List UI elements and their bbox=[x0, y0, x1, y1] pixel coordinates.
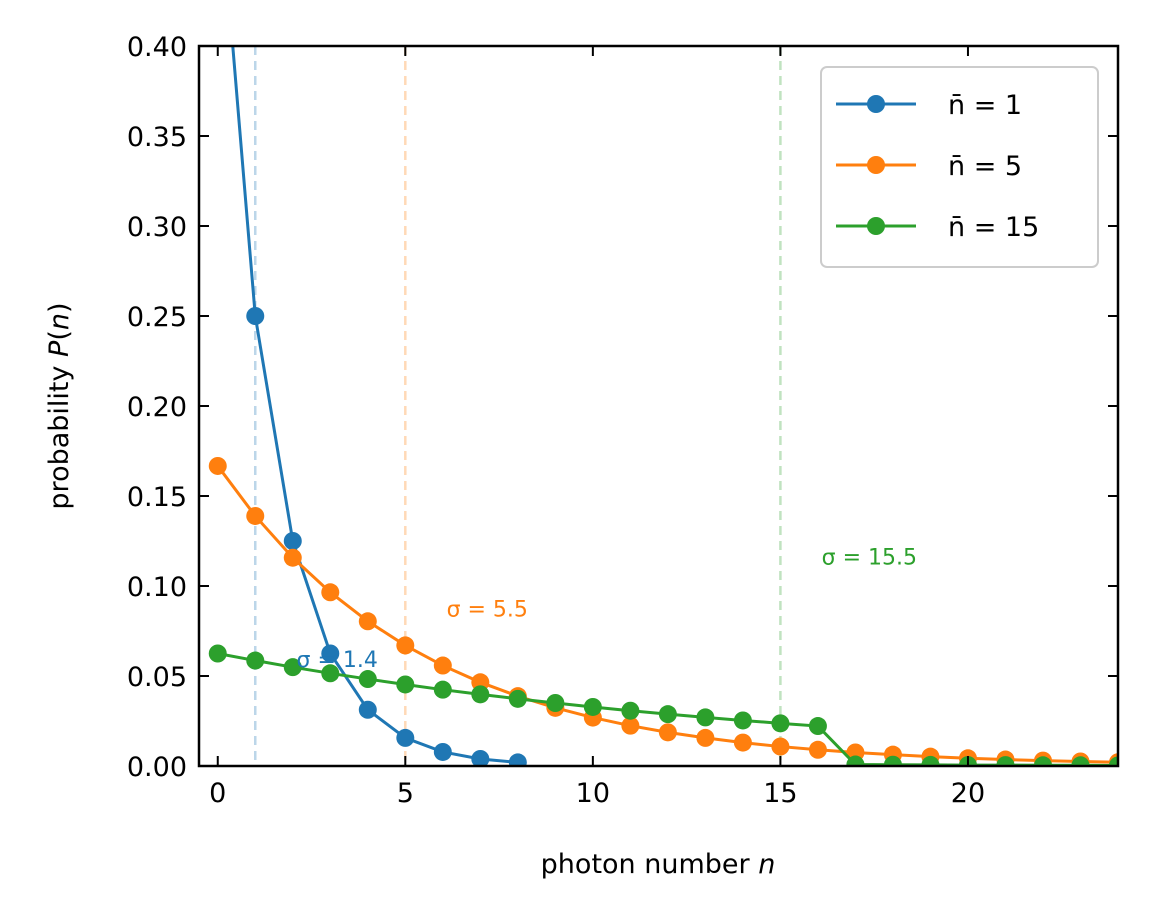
y-axis-label: probability P(n) bbox=[44, 302, 75, 509]
data-point bbox=[358, 670, 377, 689]
data-point bbox=[996, 756, 1015, 766]
y-tick-label: 0.00 bbox=[127, 752, 187, 783]
data-point bbox=[771, 737, 790, 756]
data-point bbox=[1071, 756, 1090, 766]
data-point bbox=[358, 612, 377, 631]
legend-label: n̄ = 1 bbox=[948, 90, 1022, 121]
data-point bbox=[808, 717, 827, 736]
data-point bbox=[696, 708, 715, 727]
data-point bbox=[246, 506, 265, 525]
data-point bbox=[471, 749, 490, 766]
sigma-annotation: σ = 15.5 bbox=[822, 545, 917, 570]
y-tick-label: 0.40 bbox=[127, 32, 187, 63]
legend-label: n̄ = 5 bbox=[948, 151, 1022, 182]
x-tick-label: 0 bbox=[209, 778, 226, 809]
data-point bbox=[396, 636, 415, 655]
x-tick-label: 5 bbox=[397, 778, 414, 809]
data-point bbox=[471, 685, 490, 704]
y-tick-label: 0.20 bbox=[127, 392, 187, 423]
legend-box bbox=[820, 66, 1099, 268]
data-point bbox=[546, 694, 565, 712]
data-point bbox=[883, 755, 902, 766]
data-point bbox=[771, 714, 790, 733]
y-tick-label: 0.35 bbox=[127, 122, 187, 153]
data-point bbox=[846, 755, 865, 766]
data-point bbox=[321, 583, 340, 602]
data-point bbox=[358, 700, 377, 719]
data-point bbox=[246, 651, 265, 670]
sigma-annotation: σ = 1.4 bbox=[297, 648, 378, 673]
data-point bbox=[433, 656, 452, 675]
data-point bbox=[508, 753, 527, 766]
y-tick-label: 0.30 bbox=[127, 212, 187, 243]
data-point bbox=[321, 664, 340, 683]
data-point bbox=[733, 711, 752, 730]
legend-marker bbox=[867, 156, 885, 174]
data-point bbox=[621, 701, 640, 720]
data-point bbox=[621, 716, 640, 735]
y-tick-label: 0.05 bbox=[127, 662, 187, 693]
ticks: 0 5 10 15 20 0.00 0.05 0.10 0.15 0.20 0.25 0.30 0.35… bbox=[127, 32, 1118, 809]
x-tick-label: 20 bbox=[951, 778, 985, 809]
data-point bbox=[658, 723, 677, 742]
data-point bbox=[283, 658, 302, 677]
y-tick-label: 0.15 bbox=[127, 482, 187, 513]
data-point bbox=[733, 733, 752, 752]
data-point bbox=[396, 675, 415, 694]
legend-marker bbox=[867, 217, 885, 235]
data-point bbox=[508, 689, 527, 708]
data-point bbox=[208, 644, 227, 663]
x-tick-label: 10 bbox=[576, 778, 610, 809]
legend-label: n̄ = 15 bbox=[948, 212, 1039, 243]
y-tick-label: 0.25 bbox=[127, 302, 187, 333]
data-point bbox=[433, 680, 452, 699]
data-point bbox=[433, 742, 452, 761]
data-point bbox=[208, 456, 227, 475]
data-point bbox=[1033, 756, 1052, 766]
data-point bbox=[1109, 756, 1118, 766]
data-point bbox=[658, 705, 677, 724]
data-point bbox=[696, 728, 715, 747]
x-tick-label: 15 bbox=[763, 778, 797, 809]
y-tick-label: 0.10 bbox=[127, 572, 187, 603]
data-point bbox=[583, 697, 602, 716]
data-point bbox=[921, 755, 940, 766]
data-point bbox=[283, 548, 302, 567]
legend-marker bbox=[867, 95, 885, 113]
sigma-annotation: σ = 5.5 bbox=[447, 598, 528, 623]
data-point bbox=[283, 532, 302, 550]
data-point bbox=[321, 644, 340, 663]
x-axis-label: photon number n bbox=[541, 849, 776, 880]
legend: n̄ = 1 n̄ = 5 n̄ = 15 bbox=[820, 66, 1099, 268]
data-point bbox=[808, 740, 827, 759]
data-point bbox=[396, 728, 415, 747]
data-point bbox=[246, 307, 265, 325]
annotations: σ = 1.4 σ = 5.5 σ = 15.5 bbox=[297, 545, 918, 673]
